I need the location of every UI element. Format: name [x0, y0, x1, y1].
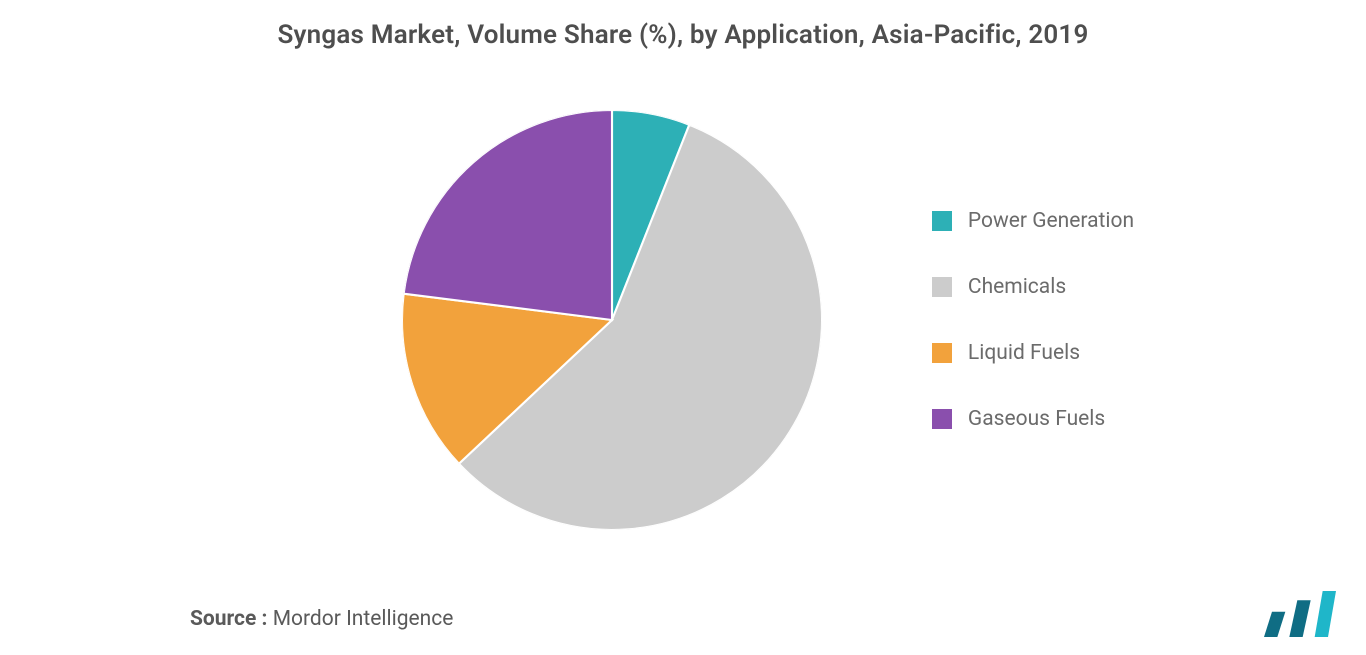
legend-label: Liquid Fuels	[968, 341, 1080, 365]
legend-swatch	[932, 211, 952, 231]
logo-bar	[1264, 612, 1285, 637]
legend-label: Chemicals	[968, 275, 1066, 299]
legend-item-chemicals: Chemicals	[932, 275, 1134, 299]
legend-item-power-generation: Power Generation	[932, 209, 1134, 233]
pie-slice-gaseous-fuels	[404, 110, 612, 320]
legend-label: Gaseous Fuels	[968, 407, 1105, 431]
logo-bar	[1289, 600, 1310, 637]
legend-item-gaseous-fuels: Gaseous Fuels	[932, 407, 1134, 431]
pie-svg	[402, 110, 822, 530]
logo-bar	[1315, 591, 1336, 637]
legend-swatch	[932, 277, 952, 297]
source-label: Source :	[190, 607, 267, 631]
chart-title: Syngas Market, Volume Share (%), by Appl…	[0, 0, 1366, 50]
legend-swatch	[932, 409, 952, 429]
chart-area: Power Generation Chemicals Liquid Fuels Gas…	[0, 80, 1366, 560]
legend-swatch	[932, 343, 952, 363]
legend-item-liquid-fuels: Liquid Fuels	[932, 341, 1134, 365]
legend-label: Power Generation	[968, 209, 1134, 233]
pie-chart	[402, 110, 822, 530]
source-attribution: Source : Mordor Intelligence	[190, 607, 453, 631]
source-value: Mordor Intelligence	[273, 607, 454, 631]
mordor-intelligence-logo-icon	[1264, 591, 1336, 637]
chart-legend: Power Generation Chemicals Liquid Fuels Gas…	[932, 209, 1134, 431]
